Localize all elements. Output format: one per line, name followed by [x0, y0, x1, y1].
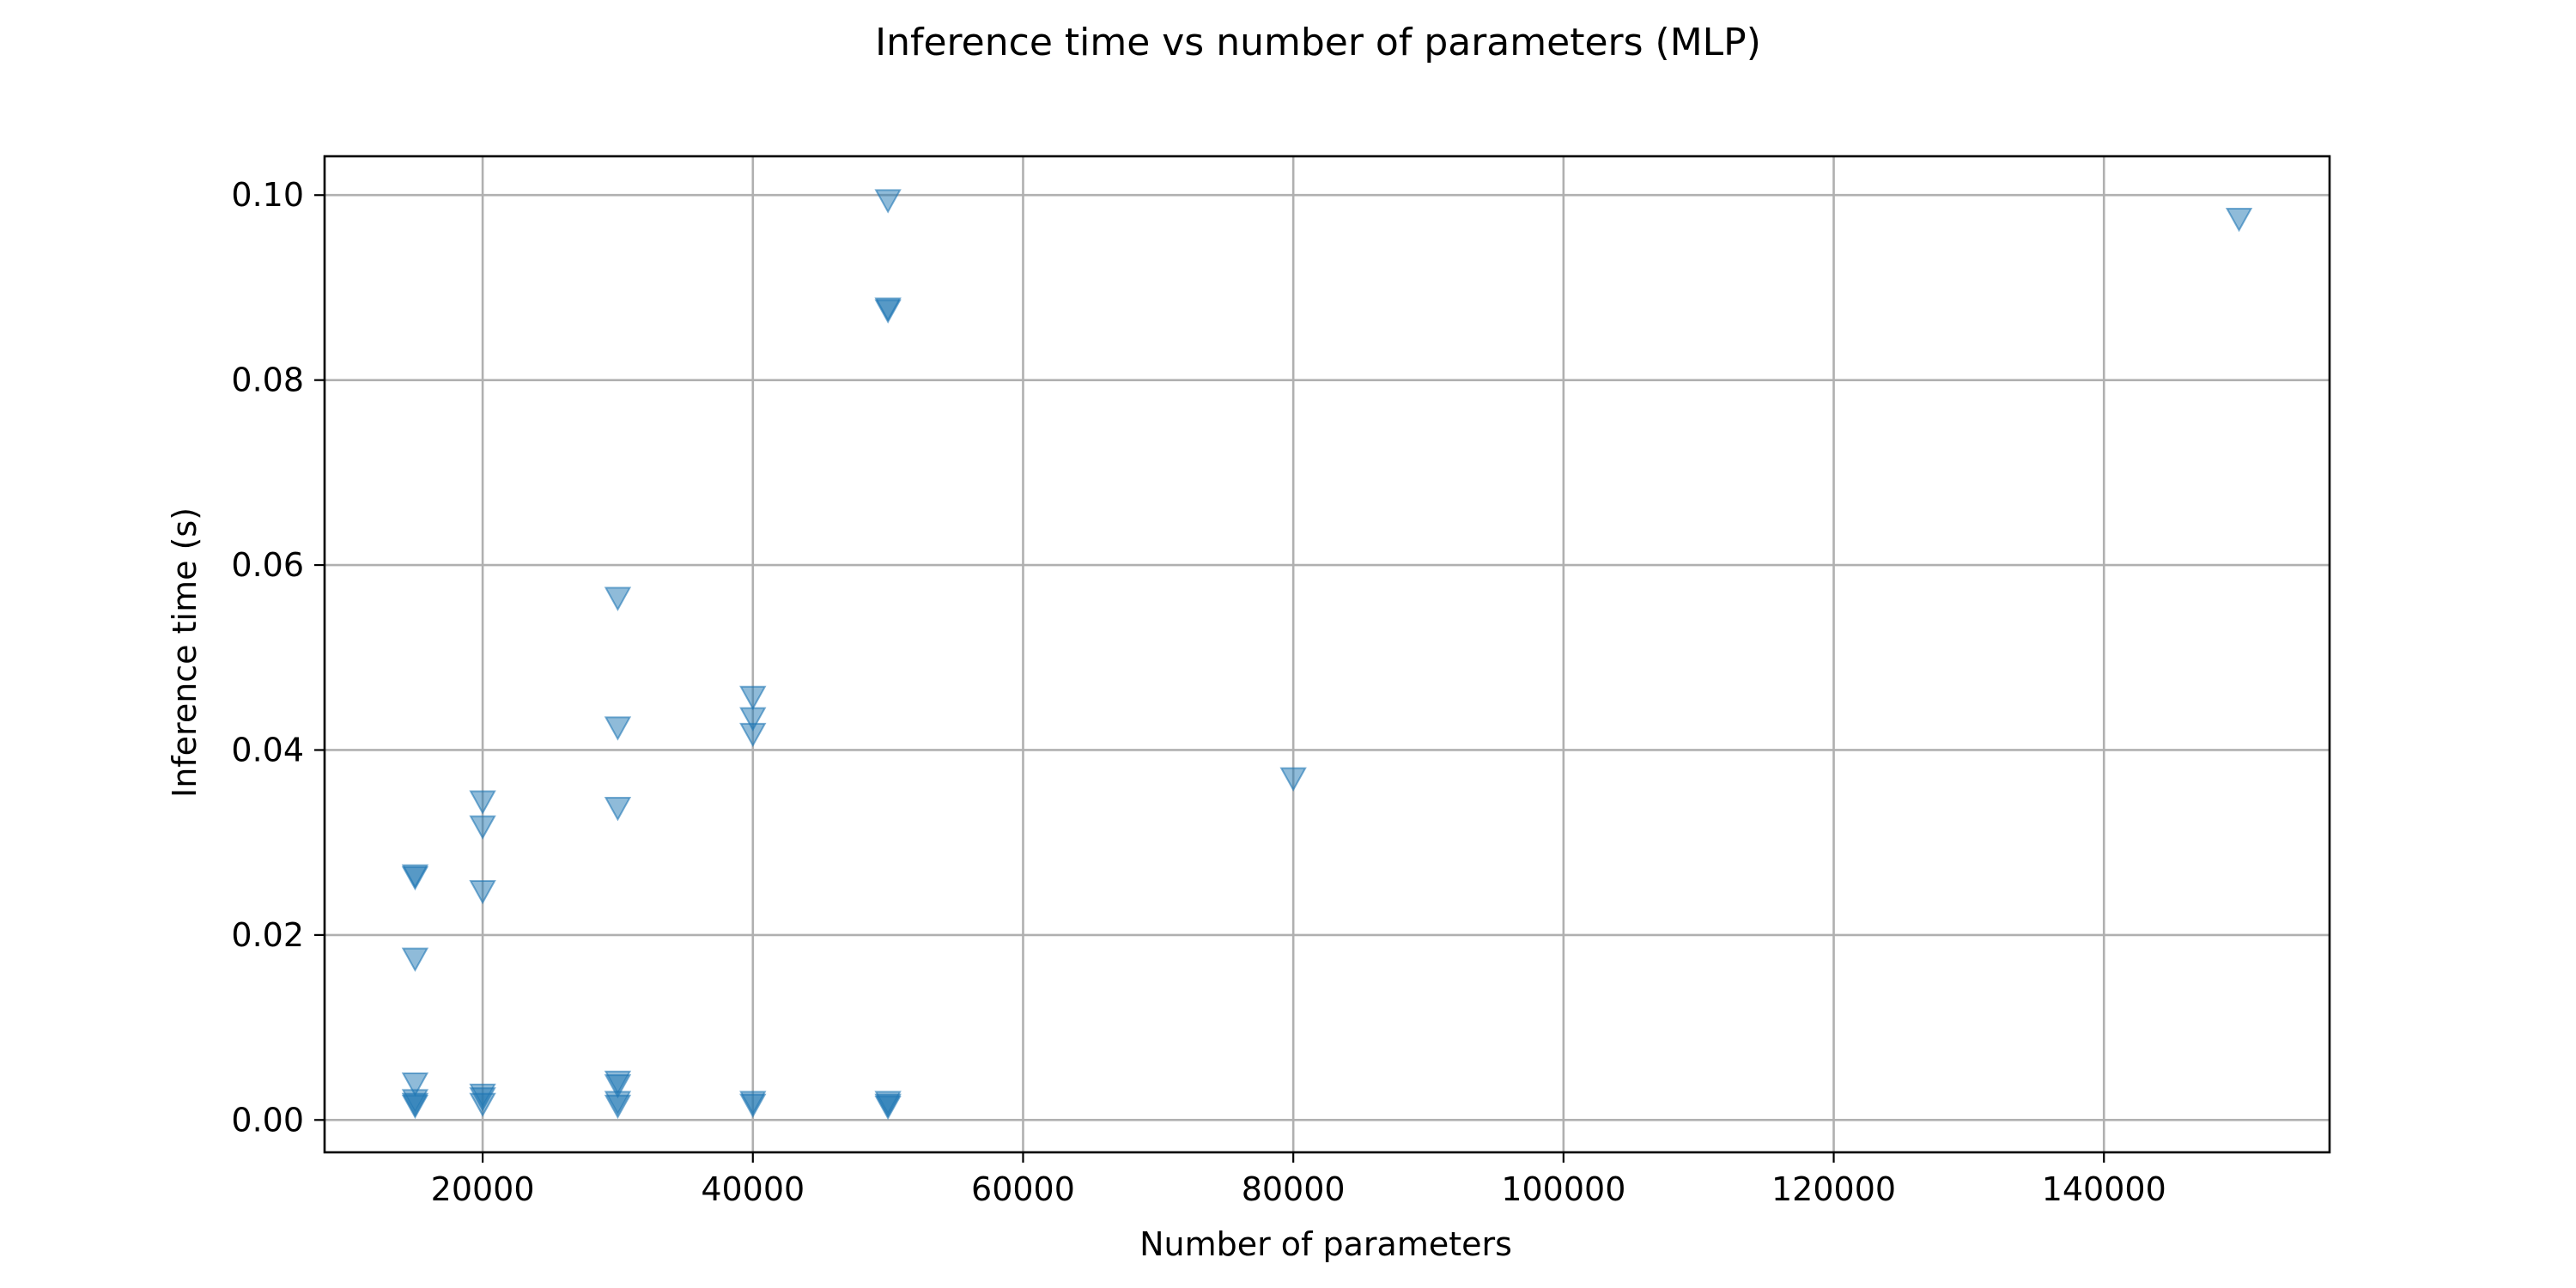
plot-frame [323, 155, 2331, 1154]
data-point [469, 790, 496, 815]
axis-ticks: 20000 40000 60000 80000 100000 120000 140000 0.… [231, 176, 2166, 1208]
data-point [1279, 767, 1307, 792]
x-axis-label: Number of parameters [1139, 1225, 1512, 1263]
x-tick-label: 20000 [431, 1170, 535, 1208]
data-point [469, 815, 496, 840]
x-tick-label: 60000 [971, 1170, 1075, 1208]
data-point [604, 797, 632, 822]
data-point [874, 189, 902, 214]
x-tick-label: 140000 [2042, 1170, 2166, 1208]
data-point [739, 685, 767, 711]
x-tick-label: 40000 [701, 1170, 805, 1208]
data-point [739, 1093, 767, 1119]
data-point [604, 1074, 632, 1099]
data-point [604, 586, 632, 611]
data-point [401, 1072, 429, 1097]
y-tick-label: 0.00 [231, 1101, 304, 1139]
y-tick-label: 0.04 [231, 731, 304, 769]
data-point [401, 1094, 429, 1120]
data-point [401, 947, 429, 972]
data-point [469, 879, 496, 905]
data-points [401, 189, 2253, 1121]
y-tick-label: 0.08 [231, 361, 304, 399]
data-point [2225, 207, 2253, 233]
data-point [739, 707, 767, 732]
data-point [874, 299, 902, 324]
x-tick-label: 80000 [1242, 1170, 1346, 1208]
data-point [469, 1092, 496, 1117]
data-point [874, 1095, 902, 1121]
y-tick-label: 0.06 [231, 546, 304, 584]
data-point [604, 716, 632, 741]
grid [325, 156, 2330, 1152]
chart-title: Inference time vs number of parameters (… [875, 21, 1761, 64]
x-tick-label: 120000 [1771, 1170, 1896, 1208]
y-tick-label: 0.10 [231, 176, 304, 214]
y-axis-label: Inference time (s) [166, 507, 204, 798]
data-point [401, 866, 429, 891]
data-point [604, 1094, 632, 1120]
data-point [739, 722, 767, 748]
x-tick-label: 100000 [1501, 1170, 1625, 1208]
y-tick-label: 0.02 [231, 916, 304, 954]
